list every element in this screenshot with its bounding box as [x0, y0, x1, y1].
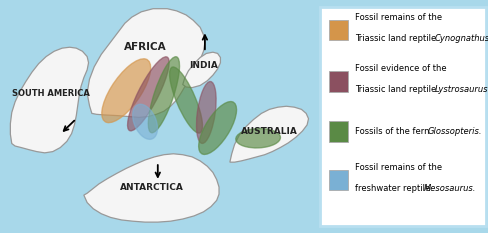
Text: Triassic land reptile: Triassic land reptile	[354, 34, 438, 43]
Text: Fossil evidence of the: Fossil evidence of the	[354, 64, 446, 73]
Polygon shape	[183, 52, 220, 88]
Text: ANTARCTICA: ANTARCTICA	[120, 183, 183, 192]
Text: Fossil remains of the: Fossil remains of the	[354, 13, 441, 22]
Ellipse shape	[235, 129, 280, 148]
FancyBboxPatch shape	[320, 7, 485, 226]
FancyBboxPatch shape	[329, 170, 347, 190]
Ellipse shape	[127, 57, 169, 131]
Text: Lystrosaurus.: Lystrosaurus.	[434, 85, 488, 94]
Ellipse shape	[196, 82, 216, 144]
Text: AFRICA: AFRICA	[123, 42, 166, 52]
Text: Cynognathus.: Cynognathus.	[434, 34, 488, 43]
Text: SOUTH AMERICA: SOUTH AMERICA	[12, 89, 90, 98]
Text: freshwater reptile: freshwater reptile	[354, 184, 432, 193]
Text: Fossils of the fern: Fossils of the fern	[354, 127, 431, 136]
FancyBboxPatch shape	[329, 71, 347, 92]
Polygon shape	[10, 47, 88, 153]
FancyBboxPatch shape	[329, 121, 347, 142]
Polygon shape	[83, 154, 219, 222]
Text: Fossil remains of the: Fossil remains of the	[354, 163, 441, 172]
Ellipse shape	[198, 102, 236, 154]
Text: INDIA: INDIA	[189, 61, 218, 70]
Ellipse shape	[148, 57, 179, 133]
Polygon shape	[229, 106, 308, 162]
Text: Mesosaurus.: Mesosaurus.	[423, 184, 475, 193]
Ellipse shape	[132, 104, 157, 139]
Ellipse shape	[102, 59, 150, 123]
Text: AUSTRALIA: AUSTRALIA	[241, 127, 297, 136]
Polygon shape	[87, 9, 204, 117]
Text: Glossopteris.: Glossopteris.	[427, 127, 481, 136]
FancyBboxPatch shape	[329, 20, 347, 40]
Text: Triassic land reptile: Triassic land reptile	[354, 85, 438, 94]
Ellipse shape	[169, 67, 202, 133]
